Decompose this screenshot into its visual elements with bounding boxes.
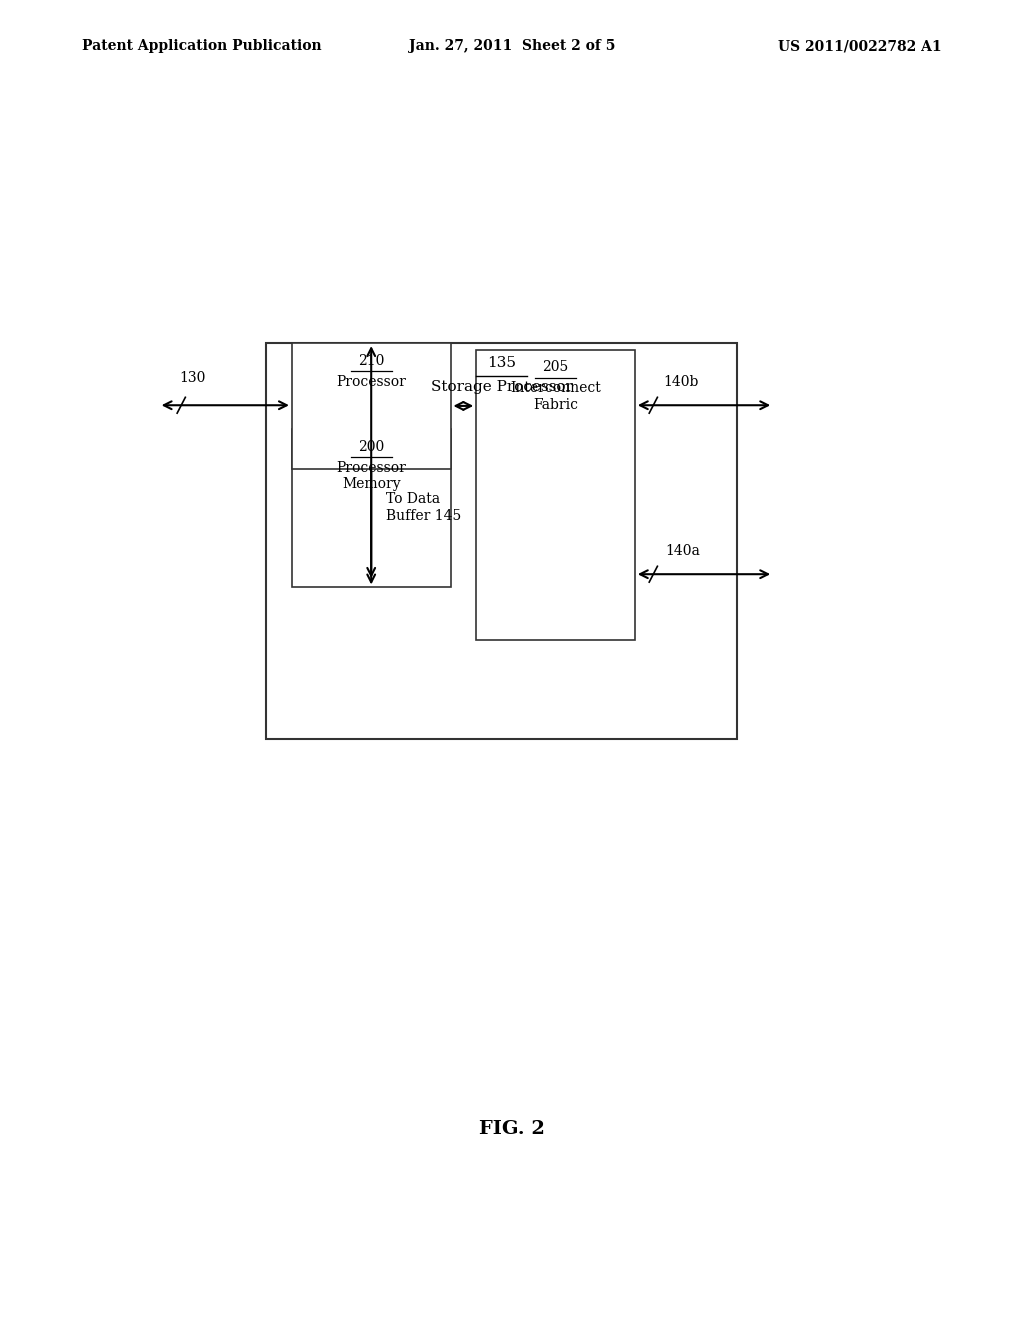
Text: 200: 200 [358,440,384,454]
Text: 130: 130 [179,371,206,385]
Text: FIG. 2: FIG. 2 [479,1119,545,1138]
Bar [292,343,451,469]
Text: 205: 205 [543,360,568,375]
Text: To Data
Buffer 145: To Data Buffer 145 [385,492,461,523]
Text: Jan. 27, 2011  Sheet 2 of 5: Jan. 27, 2011 Sheet 2 of 5 [409,40,615,53]
Text: Storage Processor: Storage Processor [431,380,572,395]
Text: US 2011/0022782 A1: US 2011/0022782 A1 [778,40,942,53]
Text: Processor
Memory: Processor Memory [336,461,407,491]
Text: Processor: Processor [336,375,407,389]
Bar [292,429,451,587]
Bar [476,350,635,640]
Text: 135: 135 [487,356,516,371]
Text: 210: 210 [358,354,384,368]
Text: 140b: 140b [664,375,699,389]
Text: Interconnect
Fabric: Interconnect Fabric [510,381,601,412]
Bar [266,343,737,739]
Text: Patent Application Publication: Patent Application Publication [82,40,322,53]
Text: 140a: 140a [666,544,700,558]
